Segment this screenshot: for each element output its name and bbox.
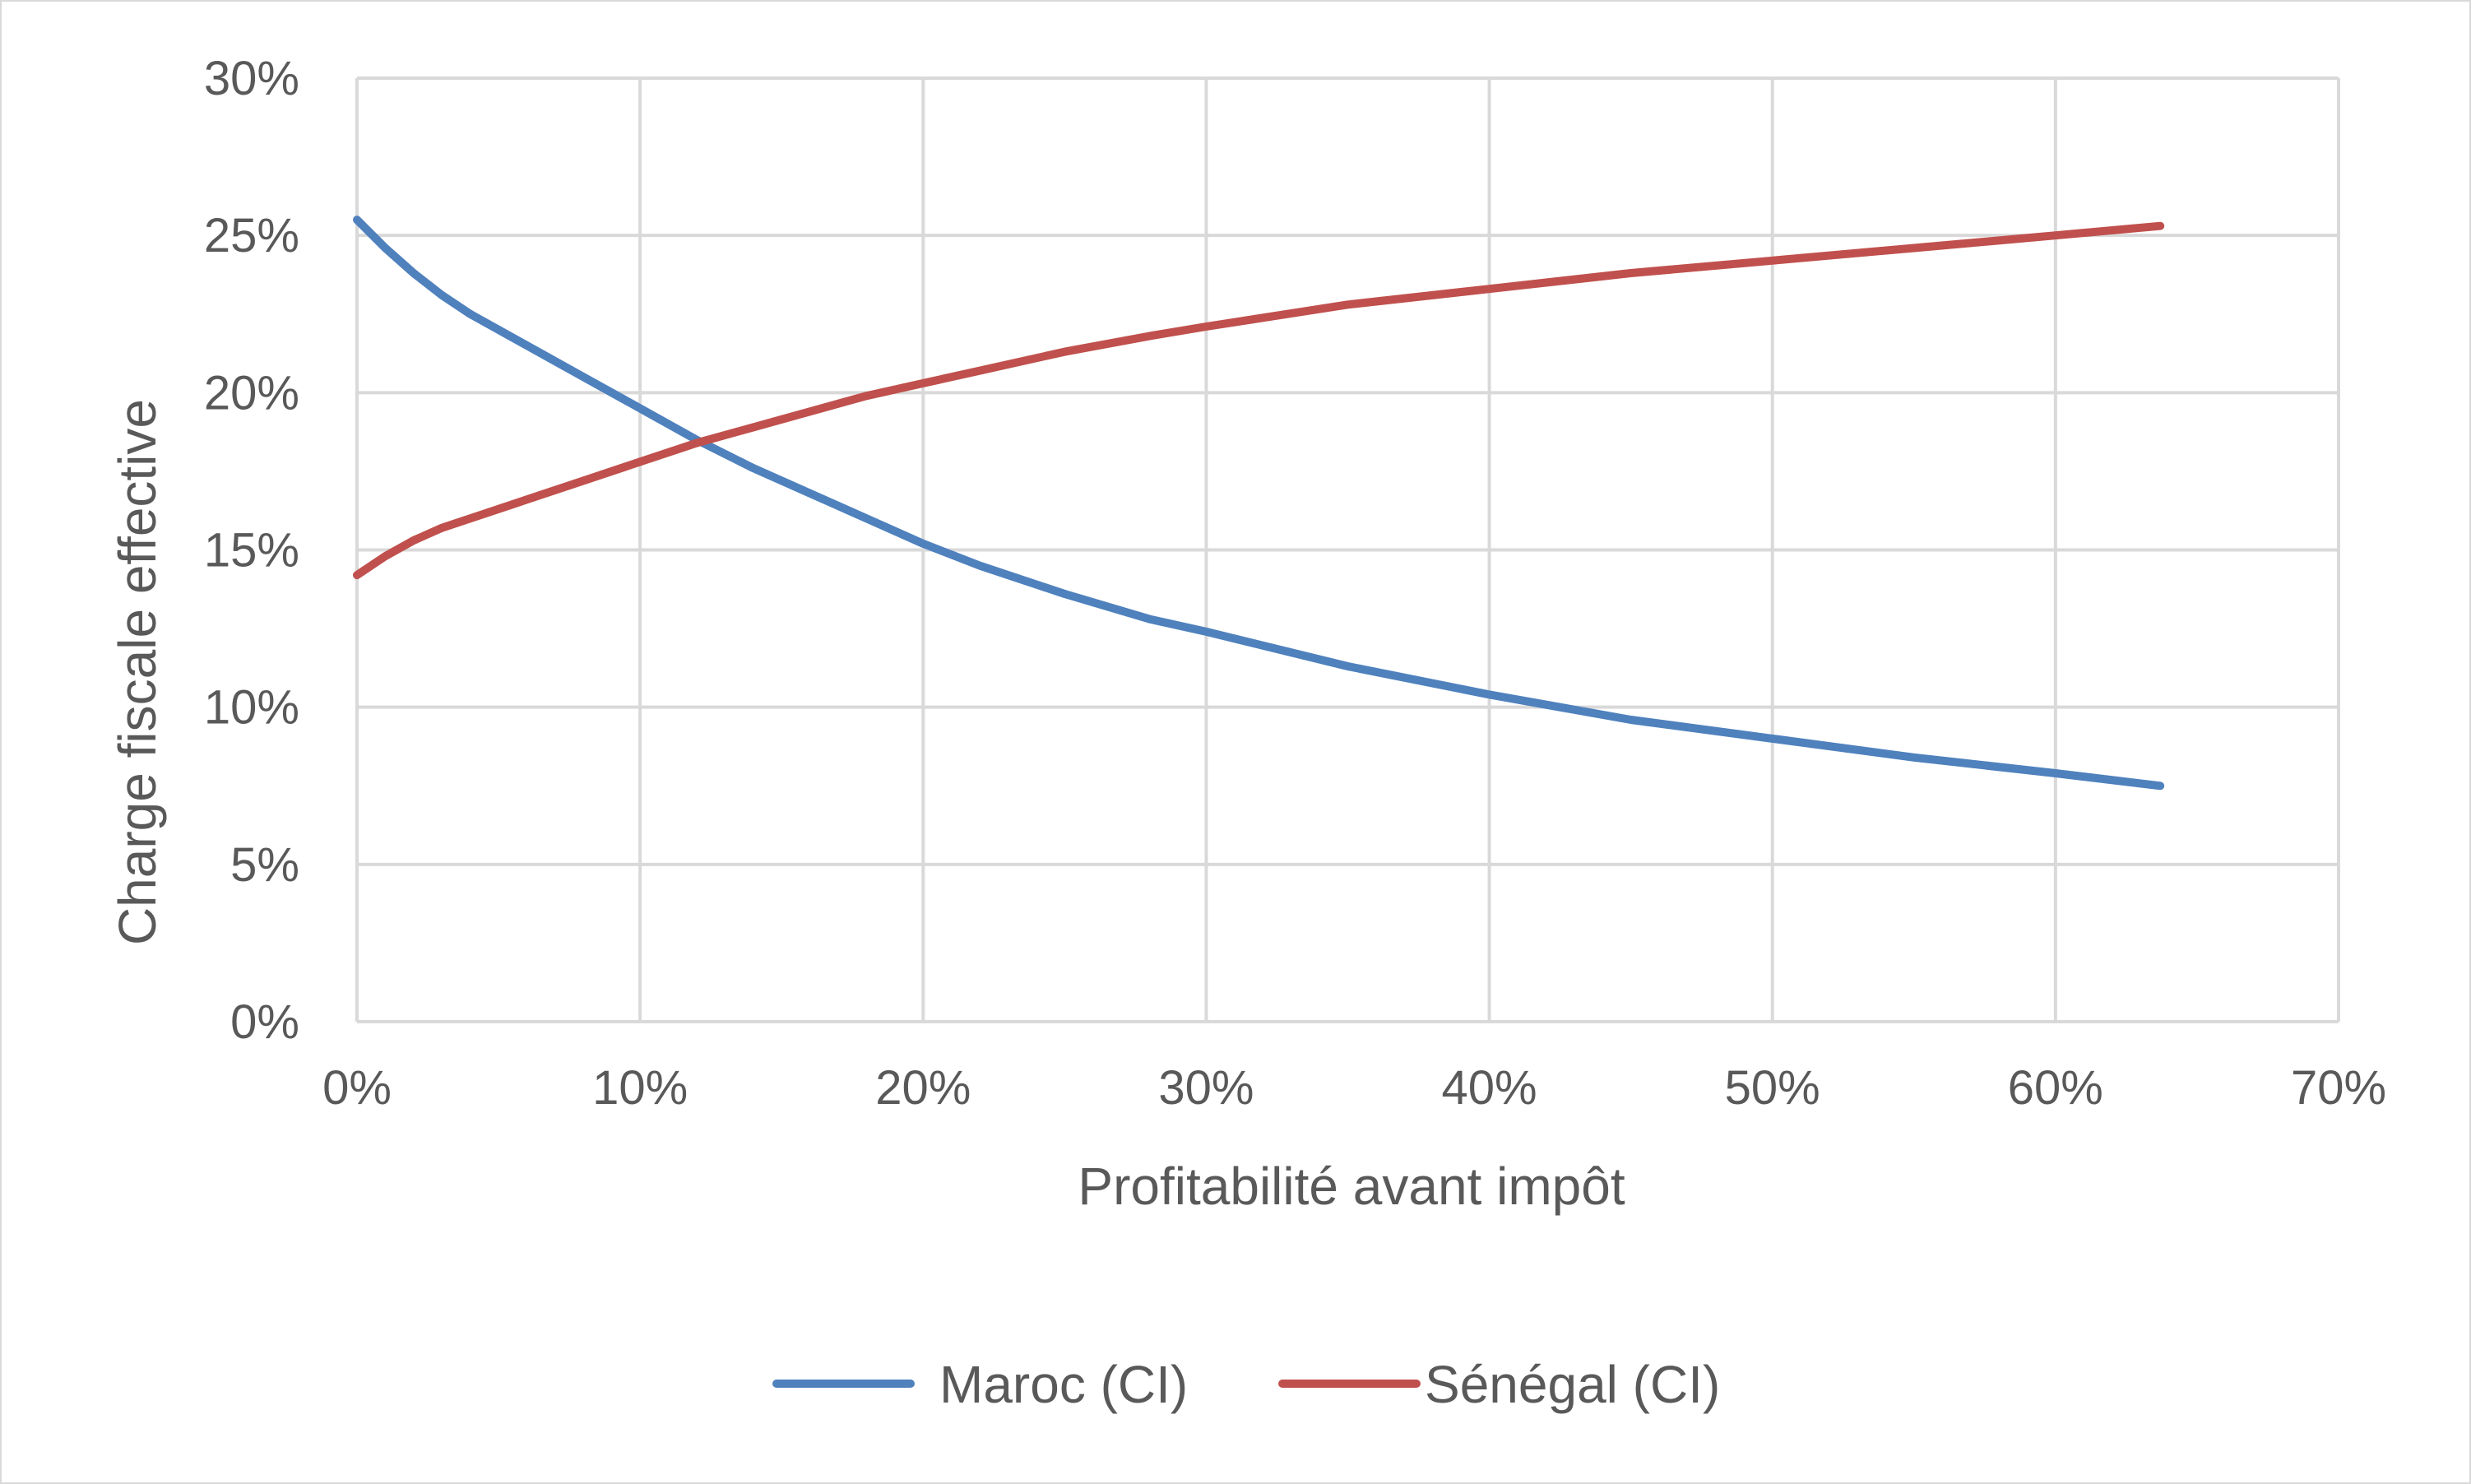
y-tick-label: 10% <box>204 681 299 735</box>
series-line-senegal <box>353 221 2165 580</box>
legend: Maroc (CI) Sénégal (CI) <box>772 1355 1720 1414</box>
y-tick-label: 5% <box>230 838 299 892</box>
legend-label-maroc: Maroc (CI) <box>939 1355 1188 1414</box>
y-tick-label: 25% <box>204 209 299 262</box>
grid-layer <box>355 77 2340 1023</box>
series-layer <box>353 216 2165 791</box>
x-tick-label: 20% <box>875 1061 971 1115</box>
x-tick-label: 0% <box>322 1061 392 1115</box>
tick-labels: 0% 10% 20% 30% 40% 50% 60% 70% 0% 5% 10% 15% 20% 25% 3… <box>204 52 2386 1115</box>
x-tick-label: 10% <box>592 1061 688 1115</box>
x-tick-label: 50% <box>1725 1061 1820 1115</box>
x-tick-label: 30% <box>1158 1061 1254 1115</box>
legend-label-senegal: Sénégal (CI) <box>1425 1355 1720 1414</box>
y-tick-label: 20% <box>204 366 299 420</box>
x-tick-label: 70% <box>2291 1061 2386 1115</box>
x-tick-label: 40% <box>1442 1061 1537 1115</box>
y-tick-label: 0% <box>230 995 299 1049</box>
series-line-maroc <box>353 216 2165 791</box>
x-tick-label: 60% <box>2008 1061 2103 1115</box>
y-tick-label: 15% <box>204 524 299 577</box>
x-axis-title: Profitabilité avant impôt <box>1078 1157 1625 1216</box>
y-axis-title: Charge fiscale effective <box>108 399 167 945</box>
y-tick-label: 30% <box>204 52 299 105</box>
